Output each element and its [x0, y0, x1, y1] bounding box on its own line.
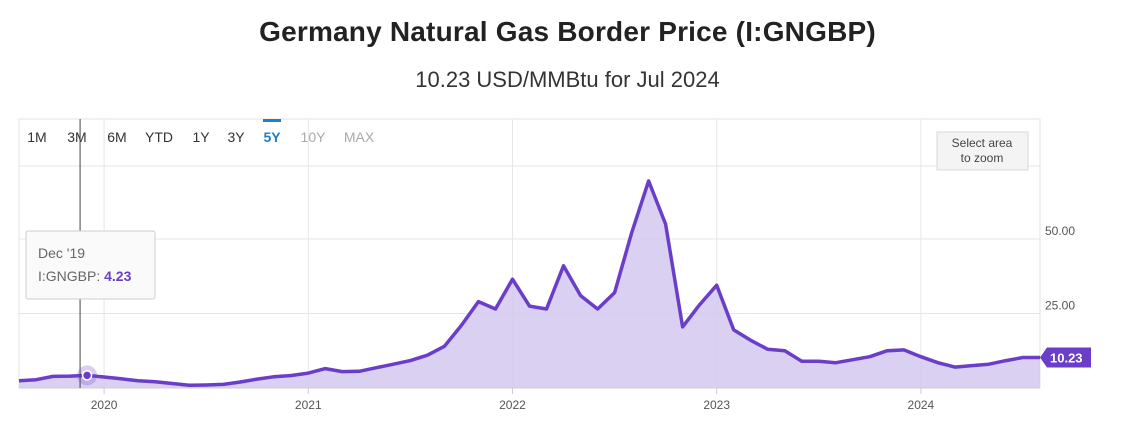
chart-subtitle: 10.23 USD/MMBtu for Jul 2024 — [415, 67, 720, 92]
zoom-hint-line2: to zoom — [961, 151, 1004, 165]
x-tick-label: 2024 — [908, 398, 935, 412]
range-button-3y[interactable]: 3Y — [227, 129, 245, 145]
range-button-label: MAX — [344, 129, 375, 145]
y-axis: 25.00 50.00 — [1045, 224, 1075, 313]
grid-lines — [19, 119, 1040, 388]
y-tick-label: 50.00 — [1045, 224, 1075, 238]
range-button-10y: 10Y — [301, 129, 327, 145]
tooltip-value: 4.23 — [104, 268, 131, 284]
range-button-active-indicator — [263, 119, 281, 122]
range-button-label: 3Y — [227, 129, 245, 145]
last-value-badge-shape — [1040, 347, 1091, 368]
x-tick-label: 2020 — [91, 398, 118, 412]
hover-point — [81, 370, 93, 381]
last-value-text: 10.23 — [1050, 351, 1083, 366]
chart-title: Germany Natural Gas Border Price (I:GNGB… — [259, 16, 876, 47]
range-button-label: 3M — [67, 129, 86, 145]
zoom-hint-button[interactable]: Select area to zoom — [936, 131, 1029, 171]
last-value-badge: 10.23 — [1040, 347, 1091, 368]
range-button-1m[interactable]: 1M — [27, 129, 46, 145]
range-button-1y[interactable]: 1Y — [192, 129, 210, 145]
range-button-max: MAX — [344, 129, 375, 145]
range-button-label: 6M — [107, 129, 126, 145]
range-button-3m[interactable]: 3M — [67, 129, 86, 145]
tooltip: Dec '19 I:GNGBP: 4.23 — [25, 230, 156, 300]
tooltip-date: Dec '19 — [38, 245, 85, 261]
tooltip-value-line: I:GNGBP: 4.23 — [38, 268, 132, 284]
range-button-label: 1M — [27, 129, 46, 145]
tooltip-series-label: I:GNGBP: — [38, 268, 104, 284]
range-button-label: 10Y — [301, 129, 327, 145]
x-axis: 2020 2021 2022 2023 2024 — [19, 387, 1040, 412]
series-area — [19, 180, 1040, 388]
range-button-6m[interactable]: 6M — [107, 129, 126, 145]
x-tick-label: 2023 — [703, 398, 730, 412]
range-button-ytd[interactable]: YTD — [145, 129, 173, 145]
range-selector: 1M 3M 6M YTD 1Y 3Y 5Y 10Y MAX — [27, 119, 375, 145]
range-button-label: 5Y — [263, 129, 281, 145]
series-line[interactable] — [18, 179, 1040, 388]
zoom-hint-box — [936, 131, 1029, 171]
x-tick-label: 2022 — [499, 398, 526, 412]
y-tick-label: 25.00 — [1045, 299, 1075, 313]
x-tick-label: 2021 — [295, 398, 322, 412]
range-button-5y[interactable]: 5Y — [263, 119, 281, 145]
range-button-label: YTD — [145, 129, 173, 145]
range-button-label: 1Y — [192, 129, 210, 145]
zoom-hint-line1: Select area — [952, 136, 1013, 150]
tooltip-box — [25, 230, 156, 300]
